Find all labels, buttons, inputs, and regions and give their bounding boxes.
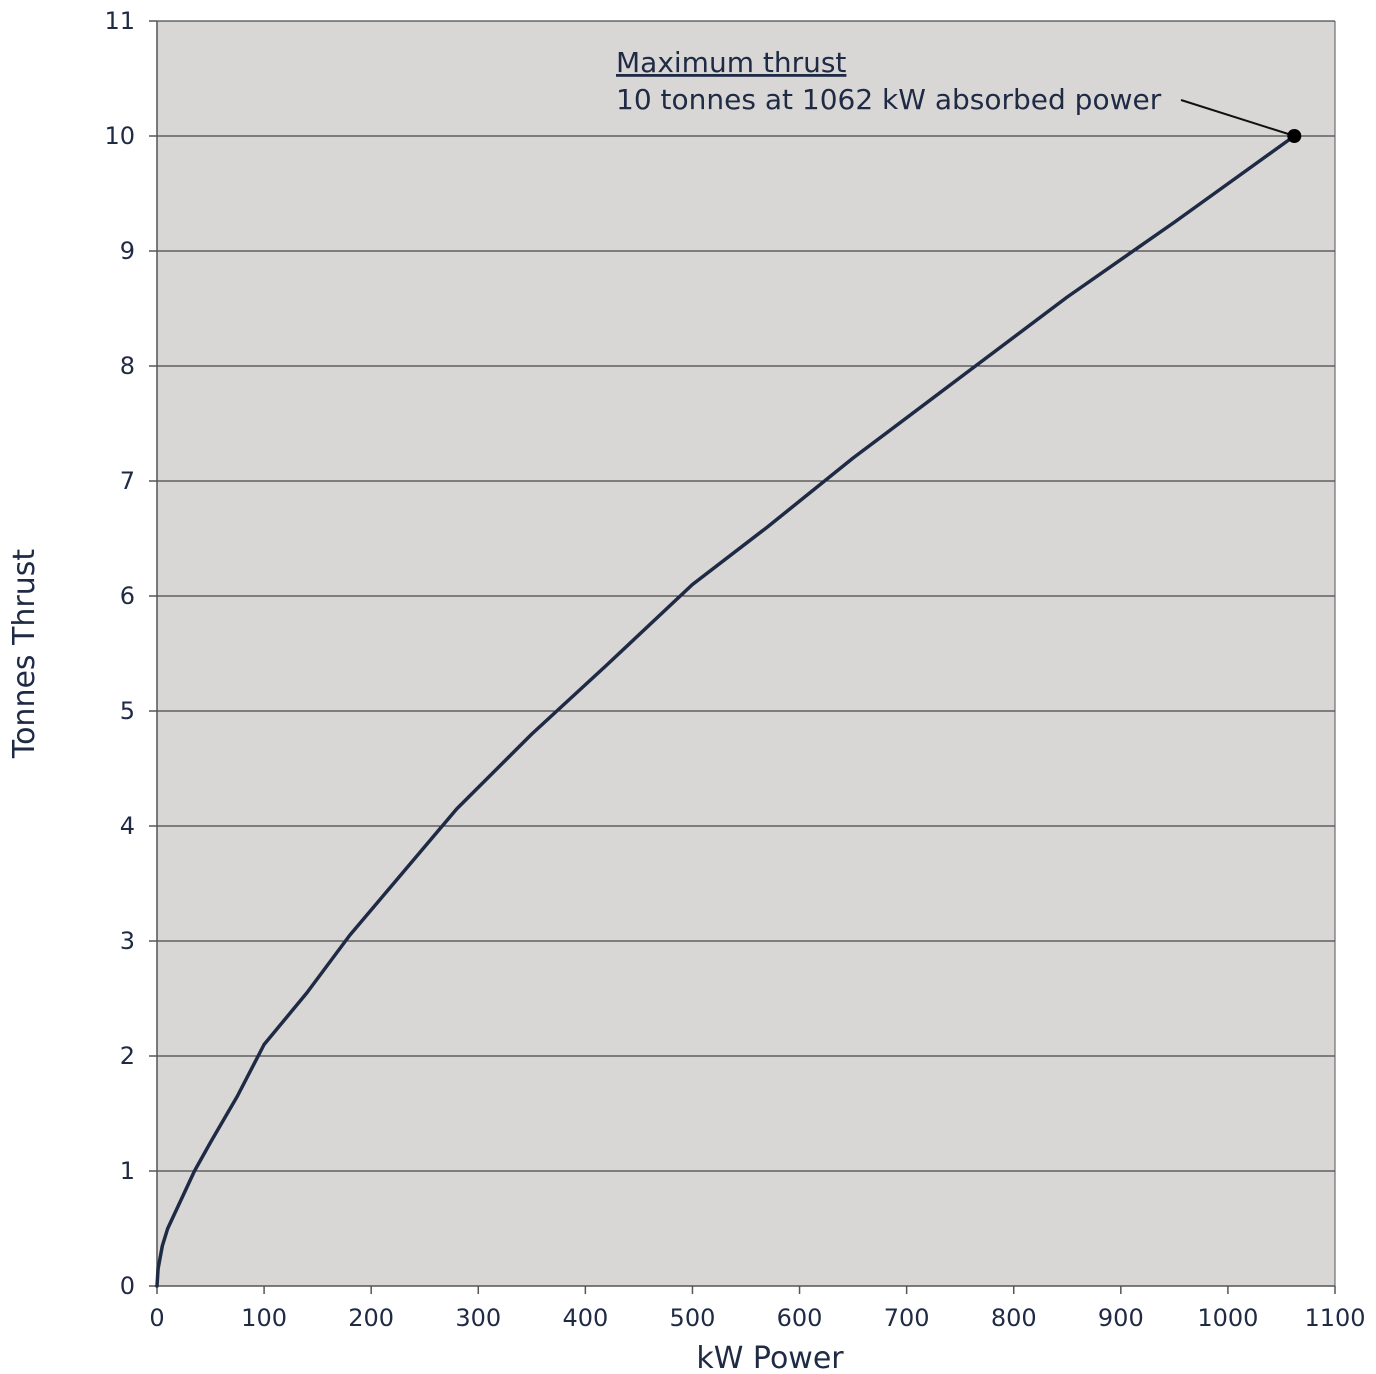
x-tick-label-700: 700 — [884, 1304, 930, 1332]
x-tick-label-0: 0 — [149, 1304, 164, 1332]
x-axis-label: kW Power — [696, 1341, 844, 1374]
axes — [149, 20, 1336, 1294]
grid-lines — [157, 20, 1335, 1172]
y-tick-label-10: 10 — [104, 122, 135, 150]
y-tick-label-3: 3 — [120, 927, 135, 955]
plot-area — [157, 21, 1335, 1286]
y-tick-label-5: 5 — [120, 697, 135, 725]
annotation-text: 10 tonnes at 1062 kW absorbed power — [616, 83, 1162, 116]
x-tick-label-1100: 1100 — [1304, 1304, 1365, 1332]
y-tick-label-6: 6 — [120, 582, 135, 610]
y-tick-label-9: 9 — [120, 237, 135, 265]
x-tick-label-200: 200 — [348, 1304, 394, 1332]
annotation-leader-line — [1180, 99, 1289, 135]
x-tick-label-500: 500 — [670, 1304, 716, 1332]
max-thrust-point — [1287, 129, 1302, 143]
y-tick-label-11: 11 — [104, 7, 135, 35]
x-tick-label-300: 300 — [455, 1304, 501, 1332]
series-line — [155, 134, 1297, 1288]
y-tick-label-2: 2 — [120, 1042, 135, 1070]
x-tick-label-400: 400 — [562, 1304, 608, 1332]
y-tick-label-4: 4 — [120, 812, 135, 840]
y-tick-label-8: 8 — [120, 352, 135, 380]
x-tick-label-800: 800 — [991, 1304, 1037, 1332]
y-tick-label-1: 1 — [120, 1157, 135, 1185]
x-tick-label-600: 600 — [777, 1304, 823, 1332]
x-tick-label-1000: 1000 — [1197, 1304, 1258, 1332]
tick-labels: 0 1 2 3 4 5 6 7 8 9 10 11 0 100 200 300 400 500 600 700 800 9… — [104, 7, 1365, 1332]
y-axis-label: Tonnes Thrust — [7, 549, 42, 760]
annotation-title: Maximum thrust — [616, 46, 846, 79]
y-tick-label-0: 0 — [120, 1272, 135, 1300]
x-tick-label-900: 900 — [1098, 1304, 1144, 1332]
x-tick-label-100: 100 — [241, 1304, 287, 1332]
y-tick-label-7: 7 — [120, 467, 135, 495]
